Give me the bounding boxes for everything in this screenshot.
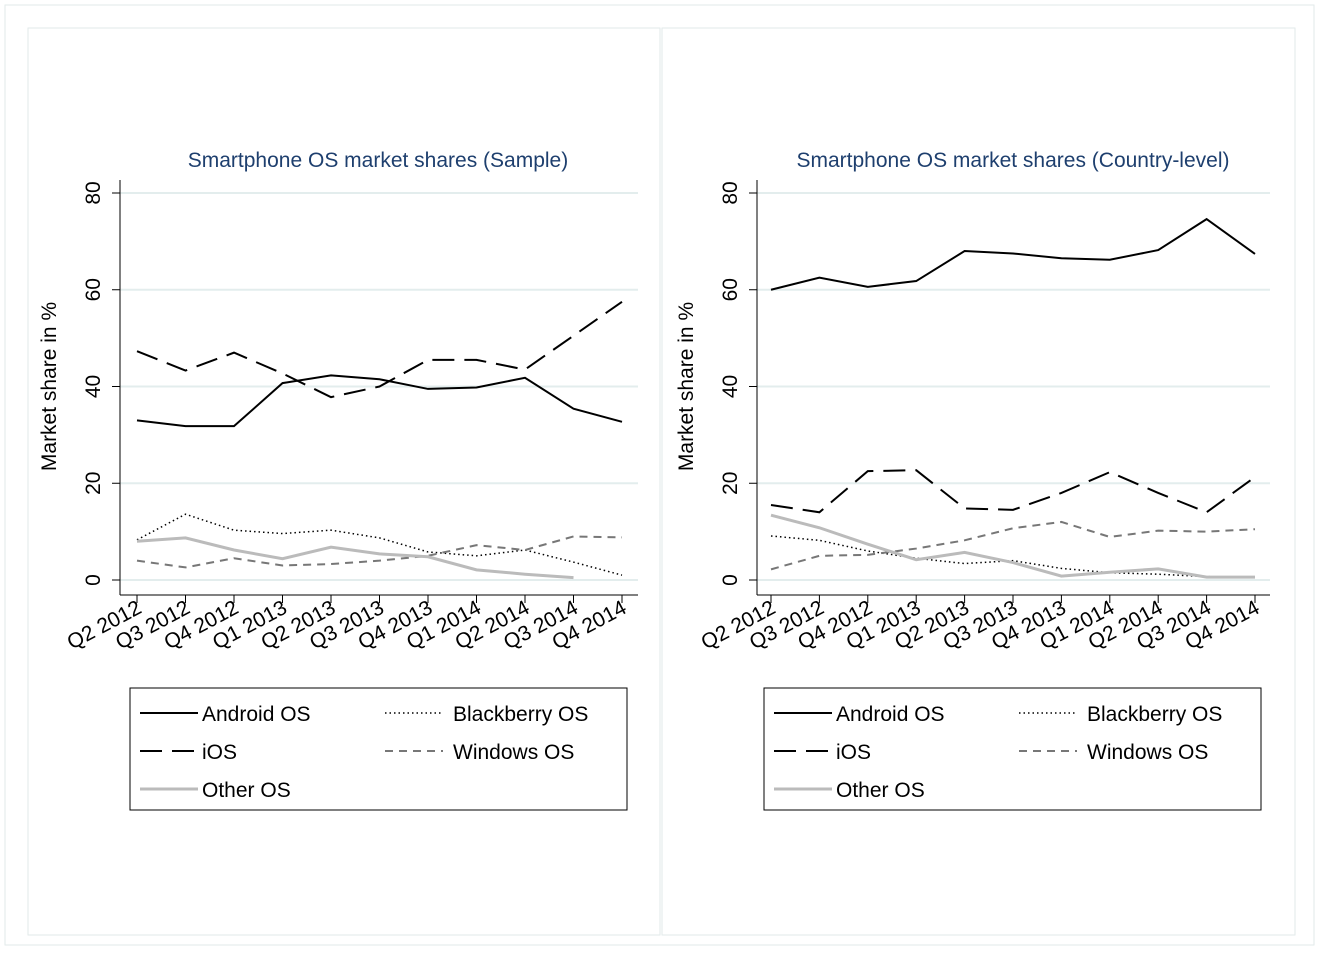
- series-line: [770, 520, 1256, 571]
- chart-title: Smartphone OS market shares (Sample): [188, 149, 568, 172]
- series-line: [770, 513, 1255, 579]
- series-line: [770, 469, 1256, 514]
- legend-box: [763, 687, 1262, 811]
- series-line: [136, 535, 623, 569]
- series-line: [136, 513, 623, 576]
- y-tick-label: 40: [82, 375, 105, 398]
- legend-label: iOS: [836, 741, 871, 764]
- legend-label: Blackberry OS: [453, 703, 588, 726]
- y-tick-label: 0: [719, 574, 742, 586]
- series-line: [770, 535, 1256, 579]
- legend-label: Android OS: [202, 703, 311, 726]
- y-tick-label: 80: [719, 181, 742, 204]
- legend-label: Android OS: [836, 703, 945, 726]
- legend-label: Blackberry OS: [1087, 703, 1222, 726]
- legend-label: iOS: [202, 741, 237, 764]
- y-tick-label: 60: [82, 278, 105, 301]
- y-tick-label: 60: [719, 278, 742, 301]
- panel-frame: [661, 27, 1296, 936]
- legend-label: Other OS: [202, 779, 291, 802]
- legend-box: [129, 687, 628, 811]
- y-tick-label: 20: [82, 472, 105, 495]
- chart-title: Smartphone OS market shares (Country-lev…: [797, 149, 1230, 172]
- series-line: [136, 536, 574, 580]
- y-tick-label: 80: [82, 181, 105, 204]
- legend-label: Windows OS: [1087, 741, 1208, 764]
- y-axis-label: Market share in %: [675, 302, 698, 471]
- y-tick-label: 0: [82, 574, 105, 586]
- series-line: [136, 374, 623, 428]
- y-tick-label: 40: [719, 375, 742, 398]
- series-line: [136, 301, 623, 399]
- legend-label: Windows OS: [453, 741, 574, 764]
- y-tick-label: 20: [719, 472, 742, 495]
- series-line: [770, 217, 1256, 291]
- panel-frame: [27, 27, 661, 936]
- y-axis-label: Market share in %: [38, 302, 61, 471]
- legend-label: Other OS: [836, 779, 925, 802]
